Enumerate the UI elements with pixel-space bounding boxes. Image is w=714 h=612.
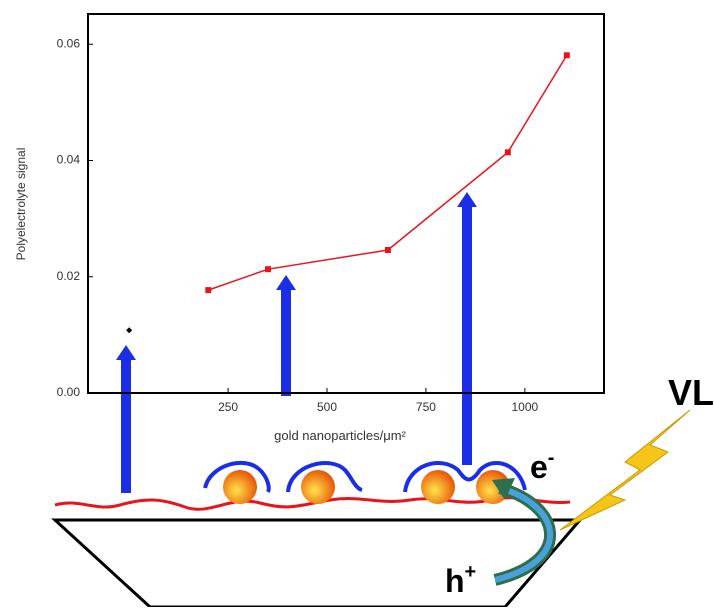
point [563, 52, 570, 59]
hole-text: h [445, 563, 465, 599]
x-tick-label: 250 [218, 400, 238, 414]
charge-arrow-head [492, 478, 515, 500]
y-tick-label: 0.02 [57, 269, 81, 283]
point [384, 247, 391, 254]
prism [51, 518, 584, 609]
data-line [208, 54, 568, 291]
point [504, 149, 511, 156]
x-tick-label: 1000 [512, 400, 539, 414]
signal-arrows [116, 192, 477, 493]
x-tick-label: 500 [317, 400, 337, 414]
x-axis-label: gold nanoparticles/μm² [274, 428, 406, 443]
hole-label: h+ [445, 561, 476, 599]
light-bolt [559, 409, 691, 531]
nanoparticles [203, 460, 527, 504]
electron-sign: - [548, 447, 555, 469]
hole-sign: + [465, 561, 477, 583]
y-tick-label: 0.00 [57, 385, 81, 399]
plot-frame [87, 13, 605, 394]
y-axis-label: Polyelectrolyte signal [14, 148, 28, 261]
point [265, 266, 272, 273]
electron-label: e- [530, 447, 554, 485]
light-text: VL [668, 372, 714, 413]
x-tick-label: 750 [416, 400, 436, 414]
point [126, 327, 133, 334]
charge-arrow-inner [494, 485, 554, 583]
y-tick-label: 0.06 [57, 36, 81, 50]
point [205, 287, 212, 294]
light-label: VL [668, 372, 714, 413]
y-tick-label: 0.04 [57, 153, 81, 167]
electron-text: e [530, 449, 548, 485]
